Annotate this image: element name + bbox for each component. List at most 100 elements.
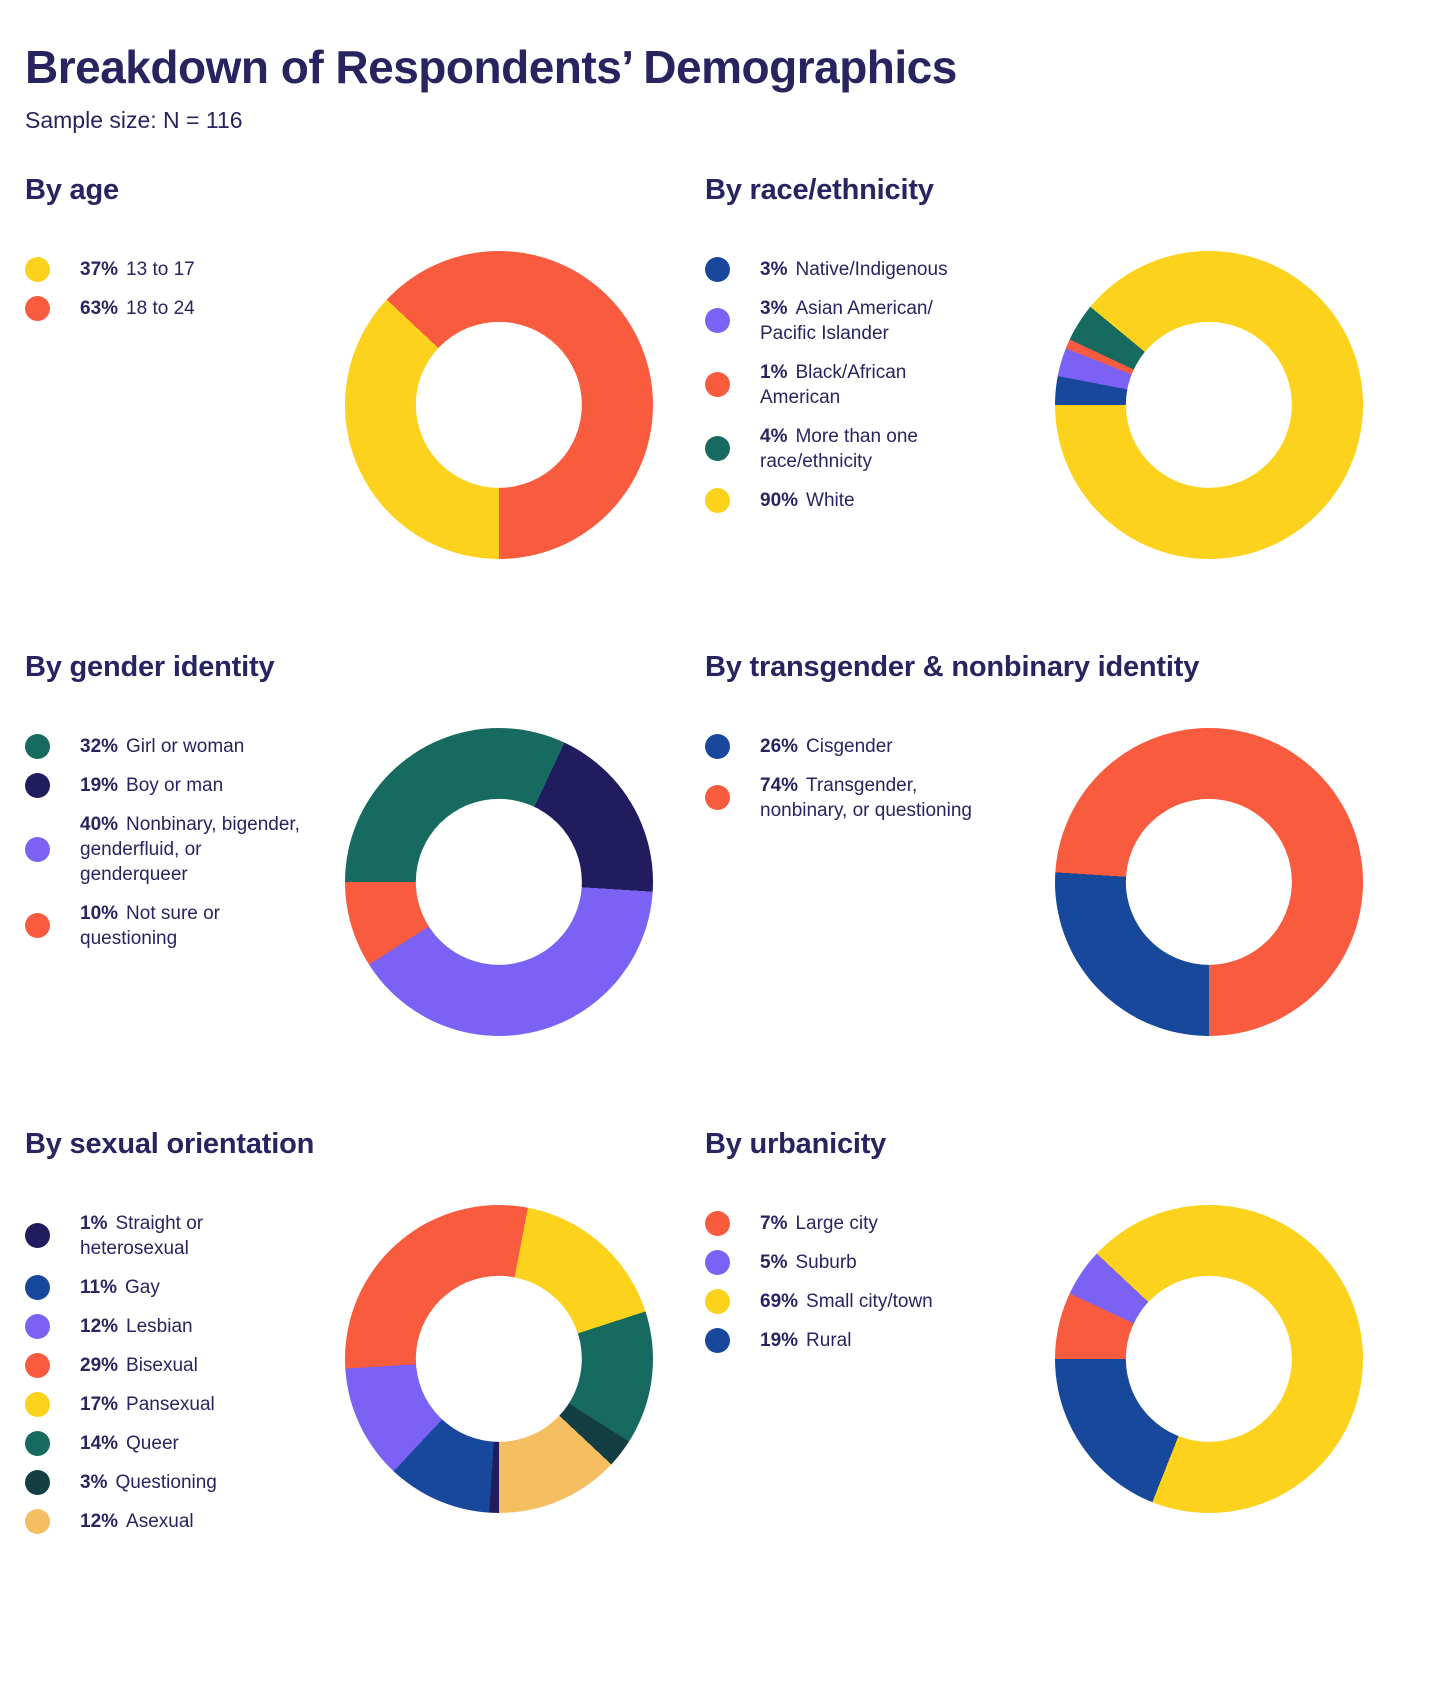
legend-percent: 1% <box>80 1212 108 1234</box>
legend-percent: 3% <box>760 297 788 319</box>
legend-transgender-nonbinary: 26% Cisgender 74% Transgender, nonbinary, o… <box>705 733 983 837</box>
legend-percent: 4% <box>760 425 788 447</box>
section-urbanicity: By urbanicity 7% Large city 5% Suburb 69% Sma… <box>705 1128 1415 1548</box>
legend-label: 69% Small city/town <box>760 1290 933 1312</box>
legend-color-dot <box>705 733 730 759</box>
legend-item: 10% Not sure or questioning <box>25 901 303 951</box>
legend-color-dot <box>25 836 50 862</box>
legend-label: 1% Straight or heterosexual <box>80 1212 204 1259</box>
legend-percent: 32% <box>80 735 119 757</box>
legend-percent: 74% <box>760 774 799 796</box>
legend-item: 19% Boy or man <box>25 772 303 798</box>
section-age: By age 37% 13 to 17 63% 18 to 24 <box>25 174 705 559</box>
legend-label: 40% Nonbinary, bigender, genderfluid, or … <box>80 813 300 885</box>
legend-item: 12% Asexual <box>25 1508 303 1534</box>
legend-label: 10% Not sure or questioning <box>80 902 221 949</box>
legend-percent: 69% <box>760 1290 799 1312</box>
sample-size-label: Sample size: N = 116 <box>25 106 243 133</box>
legend-color-dot <box>25 256 50 282</box>
legend-label: 5% Suburb <box>760 1251 857 1273</box>
legend-item: 37% 13 to 17 <box>25 256 303 282</box>
legend-item: 5% Suburb <box>705 1249 983 1275</box>
section-heading-sexual-orientation: By sexual orientation <box>25 1127 315 1160</box>
page-title: Breakdown of Respondents’ Demographics <box>25 41 957 93</box>
legend-color-dot <box>705 1288 730 1314</box>
legend-percent: 19% <box>80 774 119 796</box>
legend-color-dot <box>25 1274 50 1300</box>
legend-percent: 17% <box>80 1393 119 1415</box>
legend-color-dot <box>705 308 730 334</box>
legend-label: 3% Questioning <box>80 1471 217 1493</box>
legend-item: 4% More than one race/ethnicity <box>705 424 983 474</box>
legend-item: 3% Asian American/ Pacific Islander <box>705 296 983 346</box>
legend-color-dot <box>25 1508 50 1534</box>
legend-item: 29% Bisexual <box>25 1352 303 1378</box>
legend-color-dot <box>25 1391 50 1417</box>
legend-percent: 3% <box>80 1471 108 1493</box>
donut-chart-gender-identity <box>345 727 653 1036</box>
legend-item: 3% Native/Indigenous <box>705 256 983 282</box>
legend-color-dot <box>25 1352 50 1378</box>
legend-label: 14% Queer <box>80 1432 179 1454</box>
legend-color-dot <box>705 436 730 462</box>
legend-percent: 37% <box>80 258 119 280</box>
legend-percent: 14% <box>80 1432 119 1454</box>
legend-percent: 19% <box>760 1329 799 1351</box>
legend-percent: 11% <box>80 1276 117 1298</box>
legend-label: 7% Large city <box>760 1212 878 1234</box>
legend-label: 74% Transgender, nonbinary, or questionin… <box>760 774 972 821</box>
legend-label: 12% Asexual <box>80 1510 194 1532</box>
charts-grid: By age 37% 13 to 17 63% 18 to 24 By race/et… <box>25 174 1415 1548</box>
legend-label: 4% More than one race/ethnicity <box>760 425 918 472</box>
legend-label: 3% Asian American/ Pacific Islander <box>760 297 933 344</box>
legend-color-dot <box>705 372 730 398</box>
legend-item: 32% Girl or woman <box>25 733 303 759</box>
legend-percent: 29% <box>80 1354 119 1376</box>
donut-chart-race-ethnicity <box>1055 250 1363 559</box>
legend-color-dot <box>25 1469 50 1495</box>
legend-item: 69% Small city/town <box>705 1288 983 1314</box>
legend-label: 3% Native/Indigenous <box>760 258 948 280</box>
legend-percent: 26% <box>760 735 799 757</box>
legend-item: 3% Questioning <box>25 1469 303 1495</box>
legend-age: 37% 13 to 17 63% 18 to 24 <box>25 256 303 335</box>
legend-color-dot <box>25 733 50 759</box>
section-heading-age: By age <box>25 173 119 206</box>
section-gender-identity: By gender identity 32% Girl or woman 19% Bo… <box>25 651 705 1036</box>
legend-item: 74% Transgender, nonbinary, or questionin… <box>705 773 983 823</box>
donut-chart-transgender-nonbinary <box>1055 727 1363 1036</box>
legend-race-ethnicity: 3% Native/Indigenous 3% Asian American/ Pac… <box>705 256 983 527</box>
legend-label: 12% Lesbian <box>80 1315 193 1337</box>
legend-percent: 3% <box>760 258 788 280</box>
legend-item: 63% 18 to 24 <box>25 295 303 321</box>
donut-chart-sexual-orientation <box>345 1204 653 1513</box>
legend-item: 40% Nonbinary, bigender, genderfluid, or … <box>25 812 303 887</box>
legend-item: 1% Black/African American <box>705 360 983 410</box>
legend-color-dot <box>705 785 730 811</box>
legend-percent: 90% <box>760 489 799 511</box>
legend-color-dot <box>705 1210 730 1236</box>
legend-percent: 12% <box>80 1315 119 1337</box>
legend-item: 1% Straight or heterosexual <box>25 1211 303 1261</box>
legend-item: 14% Queer <box>25 1430 303 1456</box>
section-heading-transgender-nonbinary: By transgender & nonbinary identity <box>705 650 1200 683</box>
donut-chart-age <box>345 250 653 559</box>
legend-item: 11% Gay <box>25 1274 303 1300</box>
legend-label: 29% Bisexual <box>80 1354 198 1376</box>
legend-percent: 12% <box>80 1510 119 1532</box>
donut-chart-urbanicity <box>1055 1204 1363 1513</box>
section-transgender-nonbinary: By transgender & nonbinary identity 26% C… <box>705 651 1415 1036</box>
legend-label: 32% Girl or woman <box>80 735 245 757</box>
legend-label: 90% White <box>760 489 855 511</box>
legend-percent: 63% <box>80 297 119 319</box>
section-sexual-orientation: By sexual orientation 1% Straight or hete… <box>25 1128 705 1548</box>
legend-percent: 1% <box>760 361 788 383</box>
legend-color-dot <box>705 256 730 282</box>
legend-item: 7% Large city <box>705 1210 983 1236</box>
legend-label: 17% Pansexual <box>80 1393 215 1415</box>
legend-sexual-orientation: 1% Straight or heterosexual 11% Gay 12% Lesbi… <box>25 1211 303 1548</box>
legend-label: 26% Cisgender <box>760 735 893 757</box>
legend-gender-identity: 32% Girl or woman 19% Boy or man 40% Nonbinar… <box>25 733 303 965</box>
section-heading-gender-identity: By gender identity <box>25 650 275 683</box>
legend-item: 26% Cisgender <box>705 733 983 759</box>
